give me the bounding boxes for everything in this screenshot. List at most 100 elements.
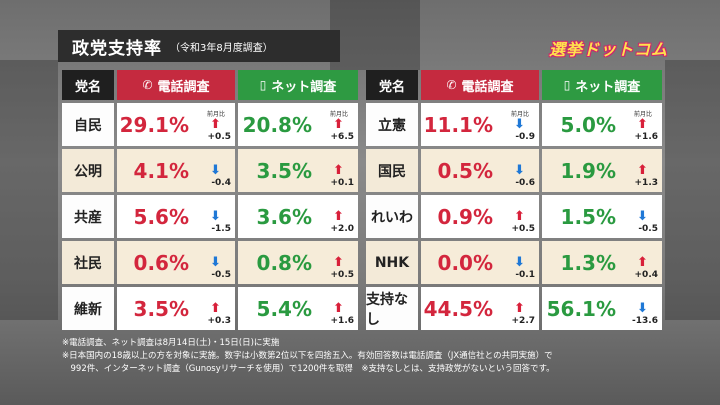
table-row: NHK 0.0% ⬇ -0.1 1.3% ⬆ +0.4: [366, 241, 662, 284]
change-indicator: ⬇ -0.1: [501, 247, 535, 280]
header-party: 党名: [366, 70, 418, 100]
table-row: れいわ 0.9% ⬆ +0.5 1.5% ⬇ -0.5: [366, 195, 662, 238]
net-value: 0.8%: [256, 251, 312, 275]
arrow-down-icon: ⬇: [210, 209, 221, 224]
party-name: 共産: [62, 195, 114, 238]
change-indicator: 前月比 ⬇ -0.9: [501, 109, 535, 142]
phone-value: 0.5%: [437, 159, 493, 183]
party-name: NHK: [366, 241, 418, 284]
change-value: -0.9: [515, 132, 535, 142]
header-phone-label: 電話調査: [157, 79, 210, 95]
change-indicator: ⬇ -0.5: [197, 247, 231, 280]
net-value: 3.5%: [256, 159, 312, 183]
change-value: +0.5: [330, 270, 354, 280]
table-row: 社民 0.6% ⬇ -0.5 0.8% ⬆ +0.5: [62, 241, 358, 284]
arrow-up-icon: ⬆: [514, 301, 525, 316]
arrow-up-icon: ⬆: [637, 163, 648, 178]
net-value: 1.3%: [560, 251, 616, 275]
change-indicator: ⬆ +2.7: [501, 293, 535, 326]
net-value: 5.0%: [560, 113, 616, 137]
arrow-up-icon: ⬆: [333, 117, 344, 132]
change-indicator: ⬆ +0.3: [197, 293, 231, 326]
arrow-up-icon: ⬆: [637, 117, 648, 132]
change-indicator: 前月比 ⬆ +6.5: [320, 109, 354, 142]
arrow-down-icon: ⬇: [514, 255, 525, 270]
change-value: +6.5: [330, 132, 354, 142]
footnote-line: 992件、インターネット調査（Gunosyリサーチを使用）で1200件を取得 ※…: [62, 364, 555, 374]
phone-cell: 5.6% ⬇ -1.5: [117, 195, 235, 238]
left-rows: 自民 29.1% 前月比 ⬆ +0.5 20.8% 前月比 ⬆ +6.5: [62, 103, 358, 330]
header-net-label: ネット調査: [575, 79, 641, 95]
change-indicator: 前月比 ⬆ +1.6: [624, 109, 658, 142]
change-indicator: ⬆ +2.0: [320, 201, 354, 234]
phone-value: 5.6%: [133, 205, 189, 229]
party-name: 国民: [366, 149, 418, 192]
phone-value: 0.0%: [437, 251, 493, 275]
party-name: 支持なし: [366, 287, 418, 330]
change-value: -0.4: [211, 178, 231, 188]
arrow-up-icon: ⬆: [333, 163, 344, 178]
left-table: 党名 ✆ 電話調査 ▯ ネット調査 自民 29.1% 前月比 ⬆ +0.5 20…: [62, 70, 358, 333]
party-name: 自民: [62, 103, 114, 146]
change-indicator: ⬆ +1.3: [624, 155, 658, 188]
change-label: 前月比: [633, 111, 652, 118]
change-indicator: ⬆ +0.4: [624, 247, 658, 280]
net-cell: 3.5% ⬆ +0.1: [238, 149, 358, 192]
footnotes: ※電話調査、ネット調査は8月14日(土)・15日(日)に実施 ※日本国内の18歳…: [62, 337, 555, 376]
net-cell: 5.0% 前月比 ⬆ +1.6: [542, 103, 662, 146]
right-rows: 立憲 11.1% 前月比 ⬇ -0.9 5.0% 前月比 ⬆ +1.6: [366, 103, 662, 330]
phone-cell: 0.6% ⬇ -0.5: [117, 241, 235, 284]
arrow-down-icon: ⬇: [637, 301, 648, 316]
phone-value: 0.6%: [133, 251, 189, 275]
net-value: 3.6%: [256, 205, 312, 229]
arrow-up-icon: ⬆: [210, 117, 221, 132]
change-value: -0.6: [515, 178, 535, 188]
smartphone-chat-icon: ▯: [259, 78, 267, 92]
phone-cell: 44.5% ⬆ +2.7: [421, 287, 539, 330]
change-indicator: 前月比 ⬆ +0.5: [197, 109, 231, 142]
phone-value: 3.5%: [133, 297, 189, 321]
phone-value: 11.1%: [423, 113, 493, 137]
party-name: 維新: [62, 287, 114, 330]
change-value: +0.5: [511, 224, 535, 234]
arrow-up-icon: ⬆: [514, 209, 525, 224]
footnote-line: ※日本国内の18歳以上の方を対象に実施。数字は小数第2位以下を四捨五入。有効回答…: [62, 351, 553, 361]
change-indicator: ⬇ -0.6: [501, 155, 535, 188]
table-header: 党名 ✆ 電話調査 ▯ ネット調査: [366, 70, 662, 100]
table-row: 公明 4.1% ⬇ -0.4 3.5% ⬆ +0.1: [62, 149, 358, 192]
phone-icon: ✆: [142, 78, 153, 92]
change-indicator: ⬆ +1.6: [320, 293, 354, 326]
net-cell: 5.4% ⬆ +1.6: [238, 287, 358, 330]
change-value: +0.5: [207, 132, 231, 142]
header-phone: ✆ 電話調査: [421, 70, 539, 100]
header-net-label: ネット調査: [271, 79, 337, 95]
title-box: 政党支持率 （令和3年8月度調査）: [58, 30, 340, 62]
arrow-up-icon: ⬆: [210, 301, 221, 316]
arrow-up-icon: ⬆: [333, 301, 344, 316]
change-value: +0.3: [207, 316, 231, 326]
brand-logo: 選挙ドットコム: [548, 40, 668, 59]
table-row: 共産 5.6% ⬇ -1.5 3.6% ⬆ +2.0: [62, 195, 358, 238]
change-value: -0.5: [638, 224, 658, 234]
phone-cell: 0.9% ⬆ +0.5: [421, 195, 539, 238]
net-cell: 0.8% ⬆ +0.5: [238, 241, 358, 284]
change-indicator: ⬇ -0.5: [624, 201, 658, 234]
smartphone-chat-icon: ▯: [563, 78, 571, 92]
change-indicator: ⬆ +0.5: [501, 201, 535, 234]
change-value: +0.1: [330, 178, 354, 188]
arrow-down-icon: ⬇: [210, 163, 221, 178]
phone-icon: ✆: [446, 78, 457, 92]
phone-cell: 4.1% ⬇ -0.4: [117, 149, 235, 192]
net-cell: 56.1% ⬇ -13.6: [542, 287, 662, 330]
phone-cell: 11.1% 前月比 ⬇ -0.9: [421, 103, 539, 146]
change-indicator: ⬇ -1.5: [197, 201, 231, 234]
net-value: 56.1%: [546, 297, 616, 321]
background-tree-left: [0, 60, 58, 320]
table-row: 立憲 11.1% 前月比 ⬇ -0.9 5.0% 前月比 ⬆ +1.6: [366, 103, 662, 146]
phone-value: 29.1%: [119, 113, 189, 137]
net-cell: 3.6% ⬆ +2.0: [238, 195, 358, 238]
phone-value: 4.1%: [133, 159, 189, 183]
change-label: 前月比: [329, 111, 348, 118]
header-net: ▯ ネット調査: [542, 70, 662, 100]
header-phone: ✆ 電話調査: [117, 70, 235, 100]
